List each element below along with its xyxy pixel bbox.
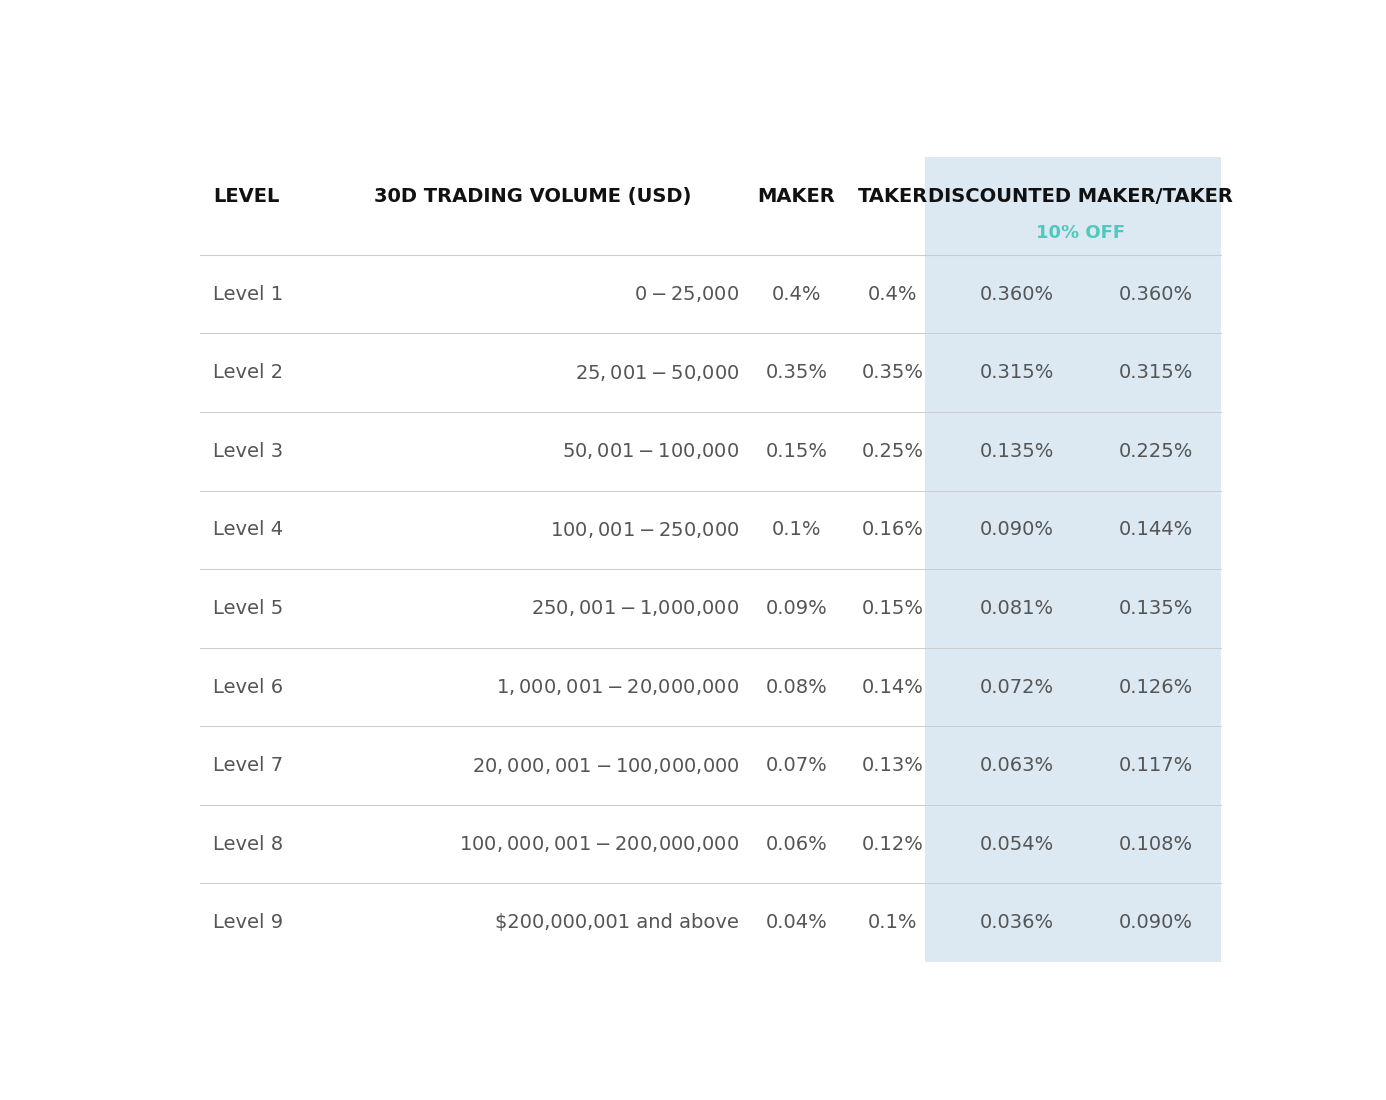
Bar (926, 157, 1221, 962)
Text: 0.07%: 0.07% (765, 756, 827, 775)
Text: Level 2: Level 2 (213, 363, 283, 382)
Text: $100,000,001 - $200,000,000: $100,000,001 - $200,000,000 (459, 834, 739, 855)
Text: 0.135%: 0.135% (980, 442, 1053, 461)
Text: 0.090%: 0.090% (980, 520, 1053, 539)
Text: 0.315%: 0.315% (1119, 363, 1193, 382)
Text: Level 1: Level 1 (213, 285, 283, 304)
Text: 0.15%: 0.15% (862, 598, 924, 618)
Text: 0.108%: 0.108% (1119, 835, 1193, 854)
Bar (200, 157, 926, 962)
Text: 0.1%: 0.1% (772, 520, 821, 539)
Text: Level 8: Level 8 (213, 835, 283, 854)
Text: $200,000,001 and above: $200,000,001 and above (495, 913, 739, 933)
Text: 0.360%: 0.360% (1119, 285, 1193, 304)
Text: 0.35%: 0.35% (765, 363, 827, 382)
Text: 0.315%: 0.315% (980, 363, 1053, 382)
Text: Level 4: Level 4 (213, 520, 283, 539)
Text: $1,000,001 - $20,000,000: $1,000,001 - $20,000,000 (496, 676, 739, 697)
Text: TAKER: TAKER (858, 187, 929, 206)
Text: 30D TRADING VOLUME (USD): 30D TRADING VOLUME (USD) (374, 187, 692, 206)
Text: Level 5: Level 5 (213, 598, 283, 618)
Text: 0.036%: 0.036% (980, 913, 1053, 933)
Text: 0.25%: 0.25% (862, 442, 924, 461)
Text: 0.090%: 0.090% (1119, 913, 1193, 933)
Text: $0 - $25,000: $0 - $25,000 (635, 284, 739, 304)
Text: Level 6: Level 6 (213, 678, 283, 696)
Text: 0.35%: 0.35% (862, 363, 924, 382)
Text: 0.08%: 0.08% (765, 678, 827, 696)
Text: 0.4%: 0.4% (868, 285, 918, 304)
Text: $250,001 - $1,000,000: $250,001 - $1,000,000 (531, 598, 739, 618)
Text: 0.1%: 0.1% (868, 913, 918, 933)
Text: 0.144%: 0.144% (1119, 520, 1193, 539)
Text: 0.14%: 0.14% (862, 678, 924, 696)
Text: 0.360%: 0.360% (980, 285, 1053, 304)
Text: $100,001 - $250,000: $100,001 - $250,000 (550, 520, 739, 540)
Text: 0.054%: 0.054% (980, 835, 1053, 854)
Text: 0.225%: 0.225% (1119, 442, 1193, 461)
Text: 0.117%: 0.117% (1119, 756, 1193, 775)
Text: MAKER: MAKER (757, 187, 836, 206)
Text: 0.081%: 0.081% (980, 598, 1053, 618)
Text: 0.063%: 0.063% (980, 756, 1053, 775)
Text: 10% OFF: 10% OFF (1037, 224, 1125, 242)
Text: LEVEL: LEVEL (213, 187, 280, 206)
Text: 0.4%: 0.4% (772, 285, 821, 304)
Text: 0.16%: 0.16% (862, 520, 924, 539)
Text: 0.06%: 0.06% (765, 835, 827, 854)
Text: Level 9: Level 9 (213, 913, 283, 933)
Text: 0.12%: 0.12% (862, 835, 924, 854)
Text: $20,000,001 - $100,000,000: $20,000,001 - $100,000,000 (471, 756, 739, 775)
Text: 0.09%: 0.09% (765, 598, 827, 618)
Text: $50,001 - $100,000: $50,001 - $100,000 (563, 441, 739, 461)
Text: DISCOUNTED MAKER/TAKER: DISCOUNTED MAKER/TAKER (929, 187, 1234, 206)
Text: 0.13%: 0.13% (862, 756, 924, 775)
Text: 0.135%: 0.135% (1119, 598, 1193, 618)
Text: 0.15%: 0.15% (765, 442, 827, 461)
Text: Level 7: Level 7 (213, 756, 283, 775)
Text: 0.04%: 0.04% (765, 913, 827, 933)
Text: Level 3: Level 3 (213, 442, 283, 461)
Text: 0.072%: 0.072% (980, 678, 1053, 696)
Text: $25,001 - $50,000: $25,001 - $50,000 (575, 363, 739, 383)
Text: 0.126%: 0.126% (1119, 678, 1193, 696)
